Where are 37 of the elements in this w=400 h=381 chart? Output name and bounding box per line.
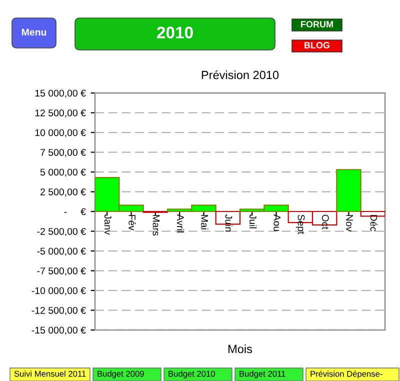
x-tick-label: Oct	[322, 214, 329, 230]
chart-title: Prévision 2010	[202, 70, 279, 80]
text: 2010	[157, 26, 193, 38]
y-tick-label: -12 500,00 €	[32, 306, 86, 316]
bar	[336, 169, 362, 212]
x-tick-label: Fév	[128, 215, 136, 230]
text: Budget 2009	[98, 370, 144, 378]
y-tick-label: -5 000,00 €	[37, 248, 86, 256]
text: Suivi Mensuel 2011	[14, 370, 86, 377]
x-tick-label: Janv	[104, 214, 112, 235]
y-tick-label: - €	[64, 208, 86, 216]
x-tick-label: Sept	[296, 214, 305, 234]
text: BLOG	[304, 42, 330, 48]
y-tick-label: -7 500,00 €	[37, 267, 86, 276]
text: Budget 2010	[168, 370, 215, 378]
y-tick-label: 7 500,00 €	[40, 148, 86, 158]
x-tick-label: Aou	[274, 214, 280, 231]
text: FORUM	[301, 21, 333, 28]
x-tick-label: Mai	[201, 215, 208, 230]
text: Budget 2011	[240, 370, 286, 378]
y-tick-label: -10 000,00 €	[32, 287, 86, 296]
x-tick-label: Avril	[177, 214, 184, 232]
y-tick-label: 5 000,00 €	[40, 168, 86, 177]
x-tick-label: Déc	[370, 215, 378, 232]
text: Menu	[22, 28, 46, 36]
y-tick-label: 10 000,00 €	[35, 129, 86, 138]
x-tick-label: Juil	[249, 214, 257, 228]
x-axis-title: Mois	[228, 344, 252, 354]
y-tick-label: 2 500,00 €	[40, 188, 86, 197]
y-tick-label: 12 500,00 €	[35, 109, 86, 118]
x-tick-label: Juin	[225, 214, 232, 232]
text: Prévision Dépense-	[310, 370, 382, 378]
x-tick-label: Nov	[346, 215, 353, 232]
y-tick-label: 15 000,00 €	[35, 90, 86, 98]
y-tick-label: -2 500,00 €	[37, 228, 86, 236]
x-tick-label: Mars	[152, 215, 160, 236]
y-tick-label: -15 000,00 €	[32, 326, 86, 335]
